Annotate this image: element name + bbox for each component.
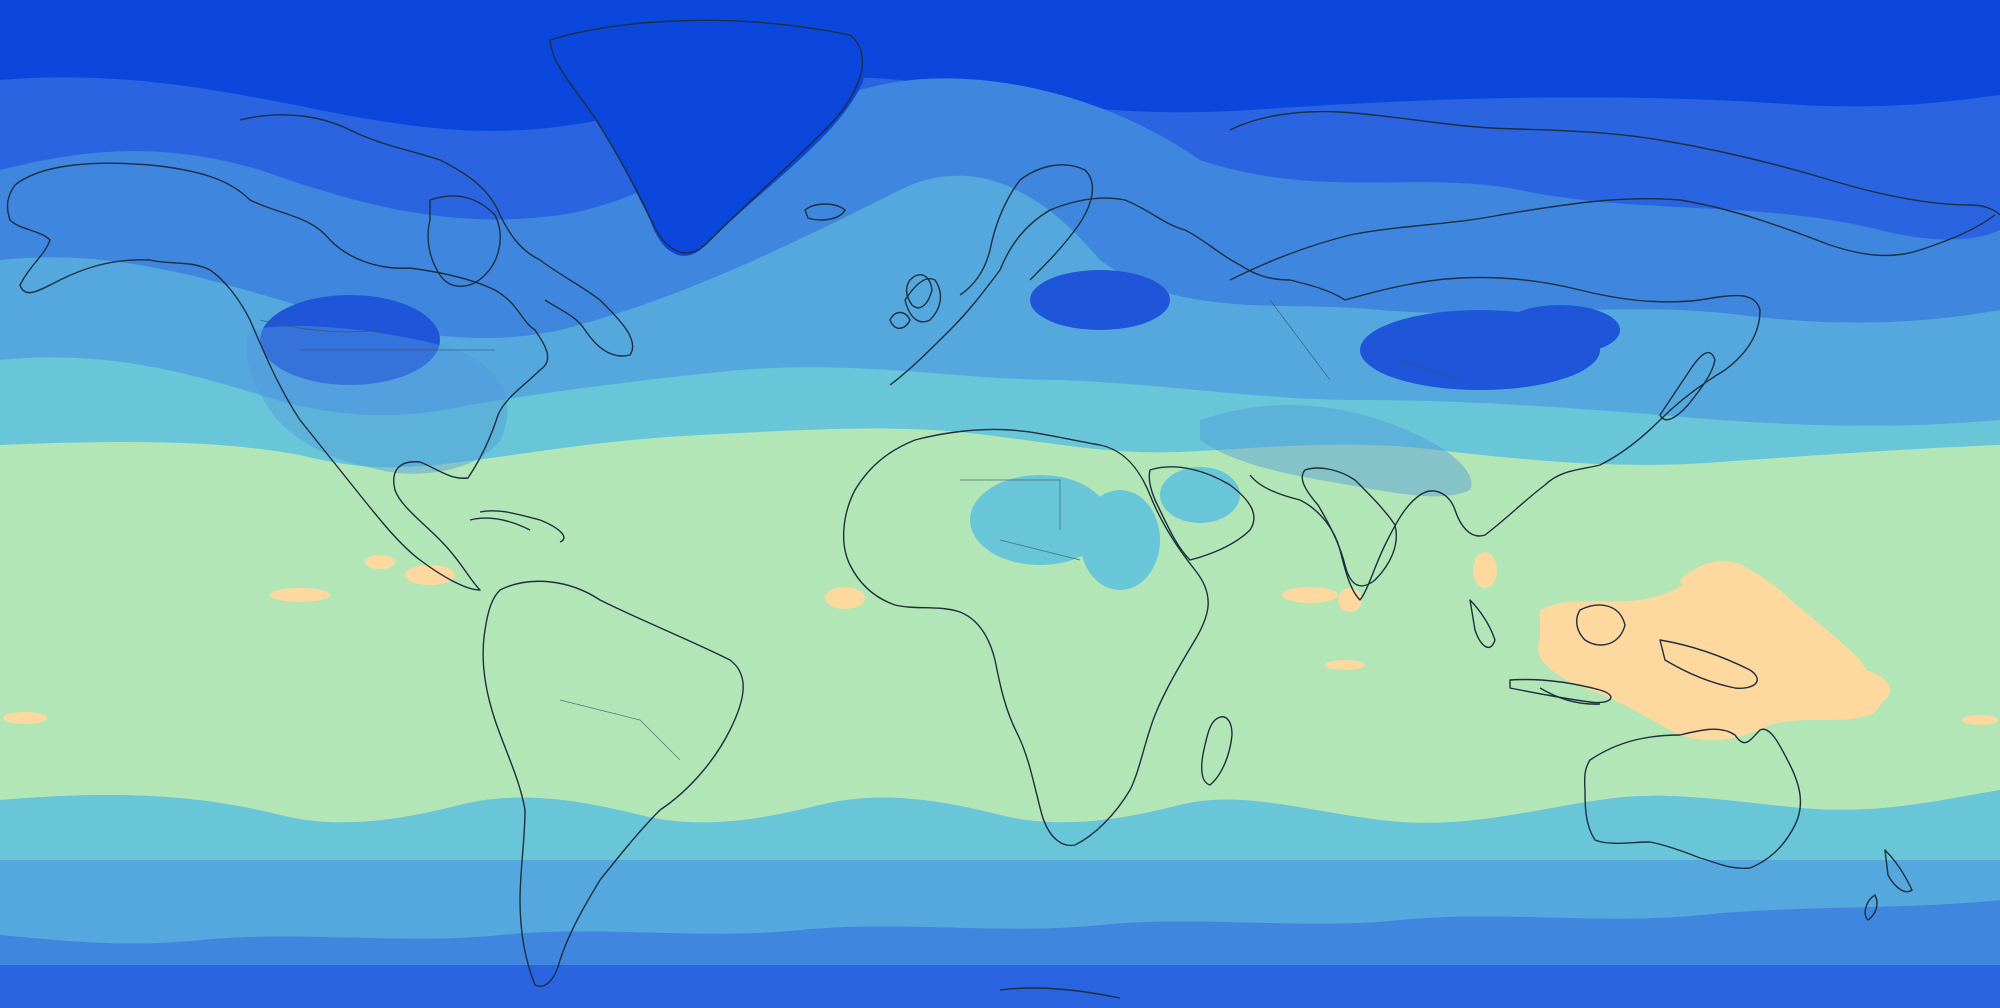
land-shading: [246, 325, 1472, 497]
coastlines: [6, 19, 2000, 999]
band-south-level-4: [0, 860, 2000, 944]
band-south-level-3: [0, 900, 2000, 965]
band-south-level-5: [0, 790, 2000, 860]
band-level-6-tropics: [0, 428, 2000, 823]
desert-warm-patches: [970, 467, 1240, 590]
country-borders: [259, 299, 1461, 761]
band-south-level-2: [0, 965, 2000, 1008]
greenland-cold: [540, 19, 868, 256]
warm-pool-regions: [3, 552, 1998, 741]
cold-patches: [260, 270, 1620, 390]
